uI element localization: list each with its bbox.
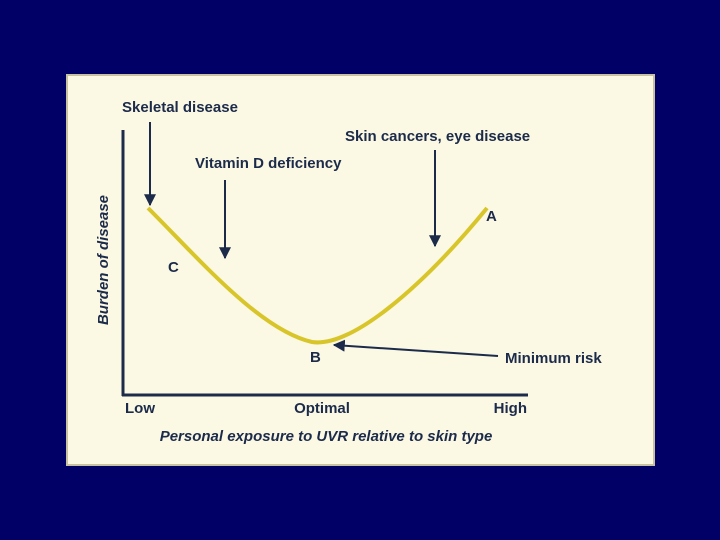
point-label: C — [168, 259, 179, 276]
x-tick-label: Optimal — [294, 400, 350, 417]
panel — [66, 74, 655, 466]
x-tick-label: Low — [125, 400, 155, 417]
annotation: Minimum risk — [505, 350, 602, 367]
risk-curve — [146, 206, 489, 345]
point-label: A — [486, 208, 497, 225]
annotation: Skin cancers, eye disease — [345, 128, 530, 145]
annotation: Vitamin D deficiency — [195, 155, 342, 172]
annotation: Skeletal disease — [122, 99, 238, 116]
y-axis-label: Burden of disease — [95, 195, 112, 325]
arrow — [332, 339, 499, 357]
x-axis-label: Personal exposure to UVR relative to ski… — [160, 428, 493, 445]
point-label: B — [310, 349, 321, 366]
x-tick-label: High — [494, 400, 527, 417]
